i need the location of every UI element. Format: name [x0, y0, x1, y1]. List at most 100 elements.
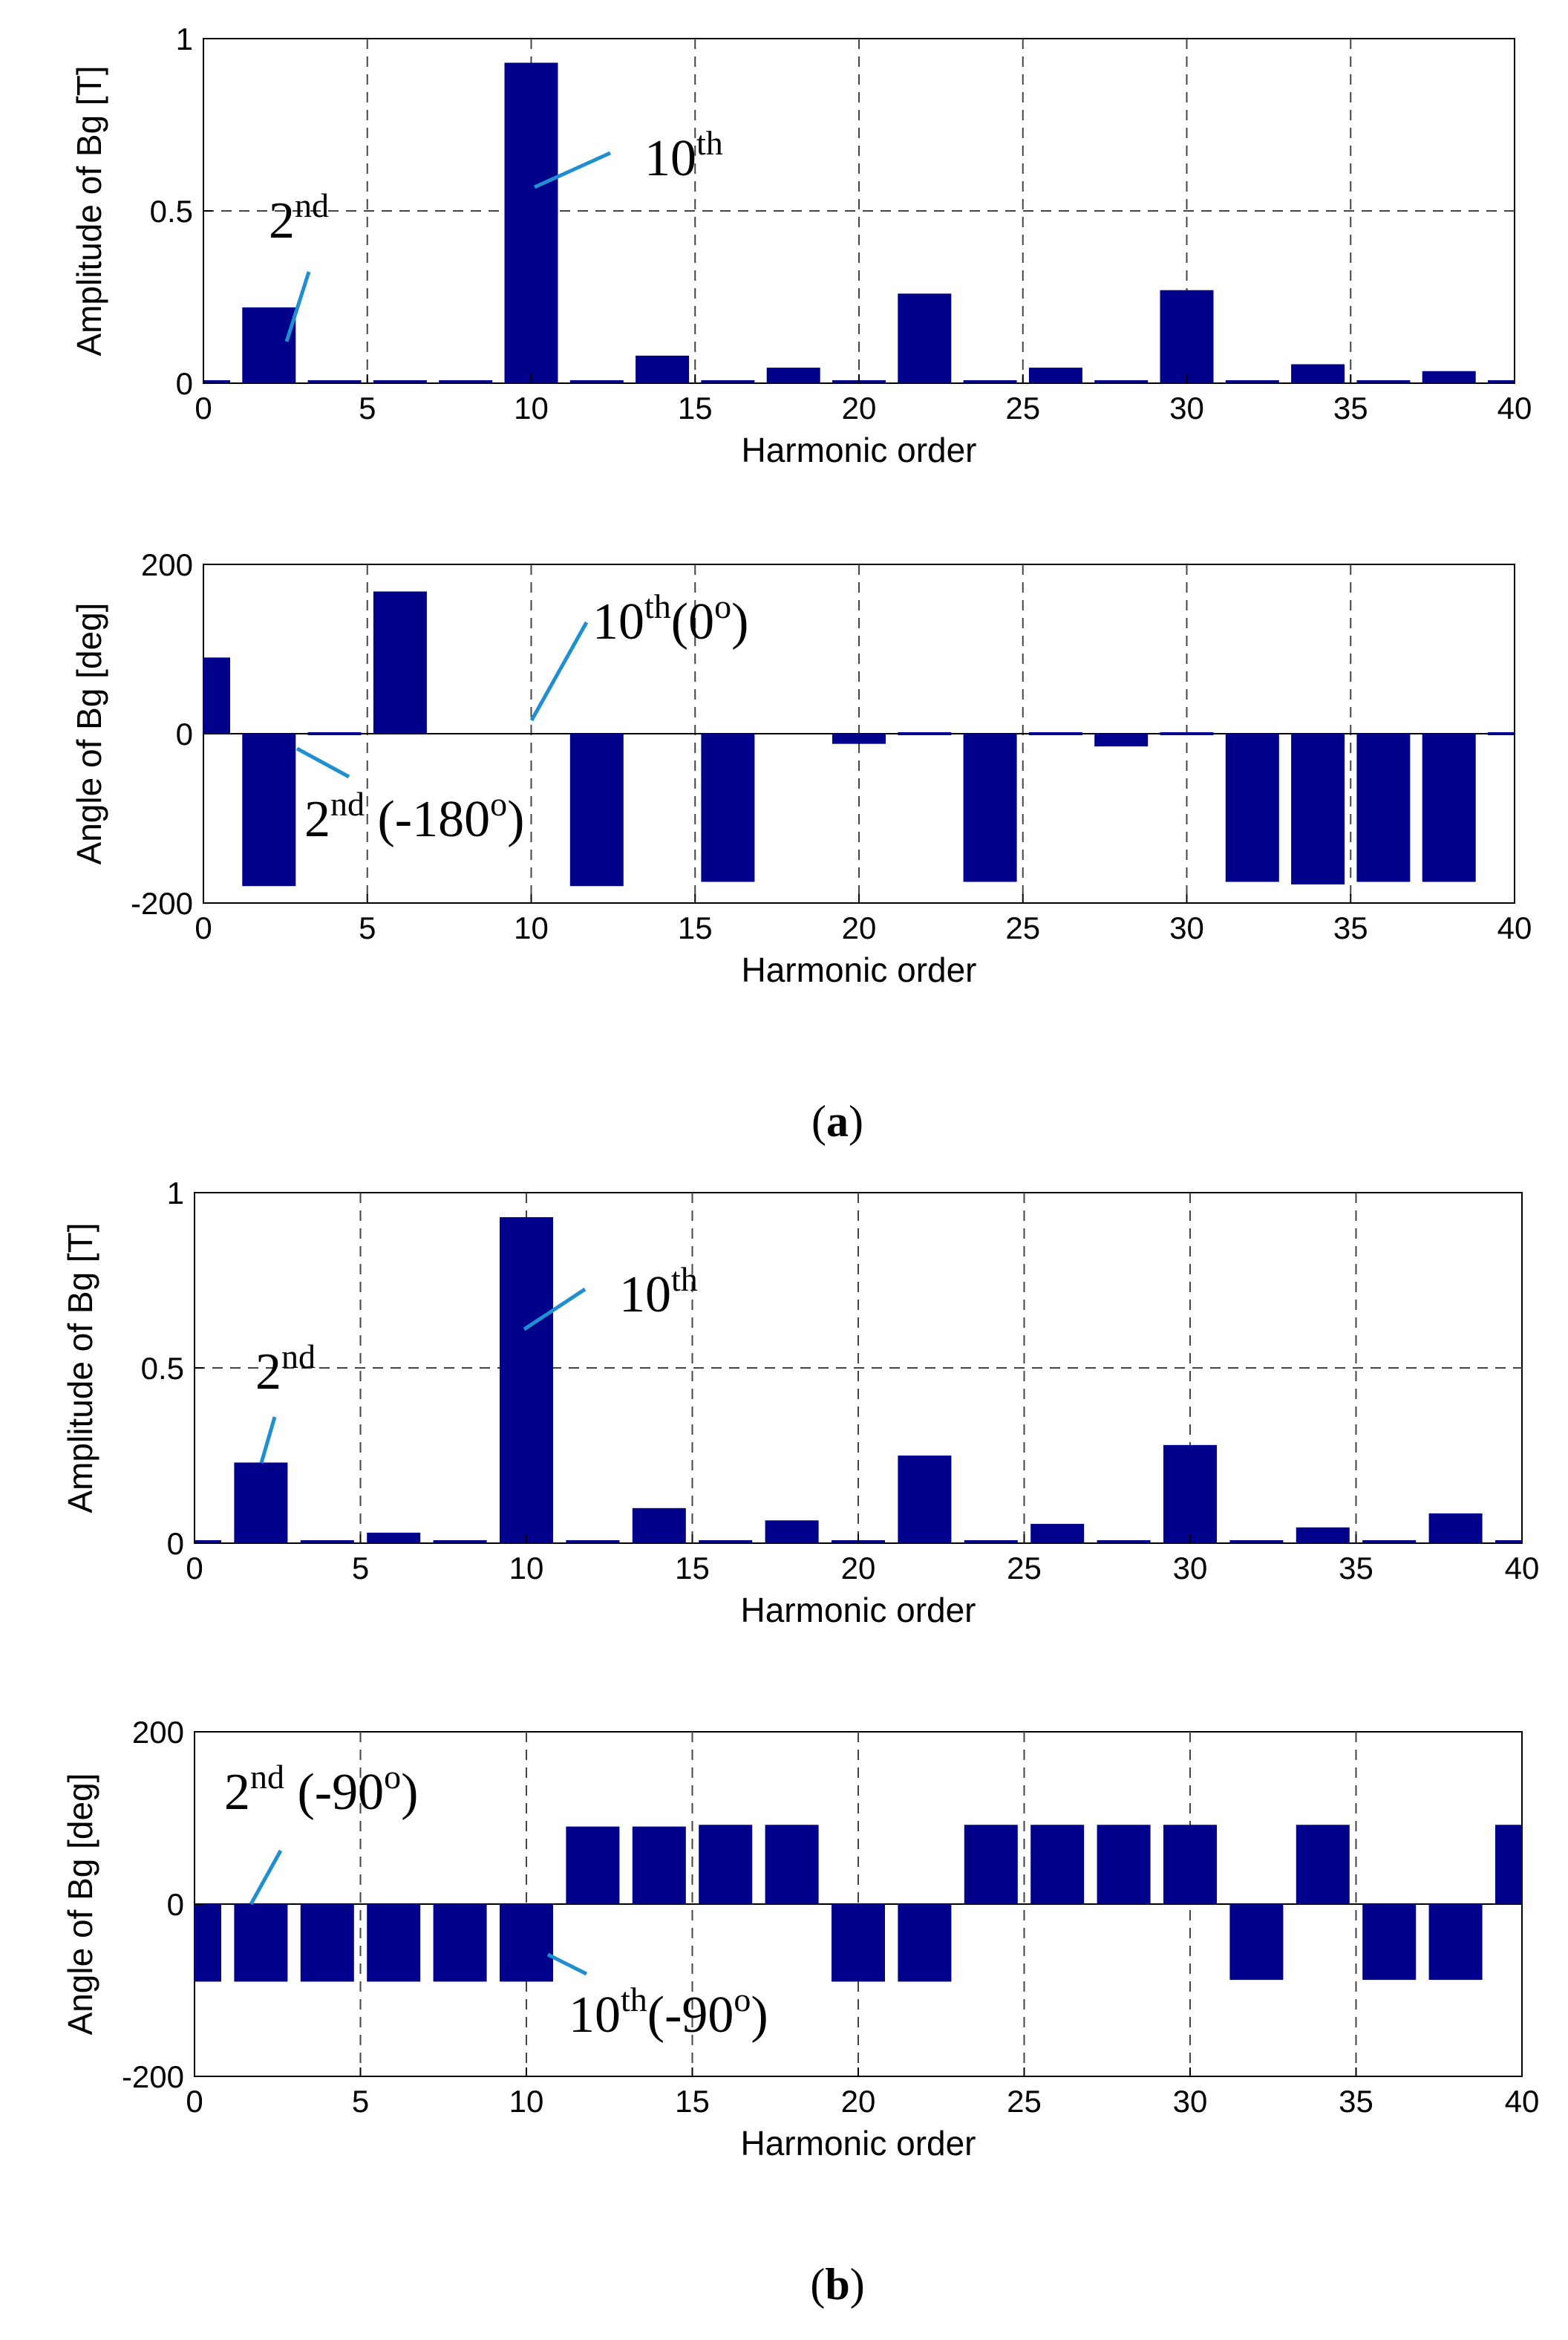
x-tick-label: 15: [675, 1551, 710, 1585]
annotation-pointer-b-ang-10th: [546, 1952, 588, 1976]
x-tick-label: 30: [1173, 2084, 1208, 2119]
bar-h40: [1488, 732, 1515, 735]
annotation-pointer-a-amp-2nd: [284, 271, 311, 342]
bar-h14: [632, 1508, 686, 1543]
bar-h32: [1225, 380, 1279, 383]
bar-h4: [300, 1540, 354, 1543]
x-tick-label: 40: [1497, 910, 1532, 945]
x-tick-label: 25: [1005, 910, 1040, 945]
bar-h0: [195, 1904, 221, 1982]
bar-h10: [504, 62, 558, 383]
bar-h34: [1296, 1527, 1350, 1543]
annotation-a-amp-10th: 10th: [644, 124, 723, 187]
annotation-a-ang-2nd: 2nd (-180o): [304, 785, 524, 848]
bar-h14: [636, 355, 690, 383]
x-tick-label: 10: [514, 910, 549, 945]
x-tick-label: 25: [1007, 1551, 1042, 1585]
bar-h10: [500, 1904, 553, 1982]
x-tick-label: 5: [359, 910, 376, 945]
bar-h24: [964, 1825, 1018, 1904]
x-tick-label: 10: [509, 2084, 544, 2119]
x-tick-label: 20: [841, 2084, 876, 2119]
bar-h10: [500, 1217, 553, 1543]
x-tick-label: 0: [186, 2084, 203, 2119]
y-axis-title: Amplitude of Bg [T]: [70, 65, 108, 356]
bar-h28: [1094, 380, 1149, 383]
x-tick-label: 0: [195, 391, 212, 426]
x-tick-label: 40: [1505, 1551, 1540, 1585]
x-tick-label: 5: [359, 391, 376, 426]
bar-h24: [964, 1540, 1018, 1543]
annotation-pointer-b-ang-2nd: [249, 1849, 283, 1906]
bar-h4: [300, 1904, 354, 1982]
panel-b-amplitude: 0 5 10 15 20 25 30 35 40 0 0.5 1 Harmonic order Ampli…: [61, 1176, 1539, 1629]
bar-h26: [1028, 368, 1082, 383]
x-tick-label: 15: [678, 391, 713, 426]
bar-h22: [898, 1904, 952, 1982]
bar-h20: [832, 734, 886, 744]
bar-h38: [1428, 1513, 1483, 1543]
bar-h18: [766, 368, 820, 383]
bar-h24: [963, 380, 1017, 383]
annotation-pointer-a-ang-2nd: [295, 746, 350, 779]
x-axis-title: Harmonic order: [742, 951, 977, 989]
bar-h0: [203, 380, 230, 383]
bar-h8: [433, 1540, 487, 1543]
bar-h36: [1362, 1904, 1417, 1981]
bar-h0: [195, 1540, 221, 1543]
x-tick-label: 30: [1169, 910, 1204, 945]
annotation-b-ang-10th: 10th(-90o): [569, 1981, 768, 2044]
bar-h26: [1030, 1524, 1085, 1543]
x-tick-label: 0: [195, 910, 212, 945]
bar-h6: [373, 380, 427, 383]
y-tick-label: 0.5: [150, 194, 193, 229]
x-tick-label: 35: [1333, 391, 1368, 426]
y-tick-label: 0.5: [141, 1351, 184, 1386]
x-tick-label: 5: [352, 2084, 369, 2119]
bar-h22: [898, 293, 952, 383]
bar-h30: [1163, 1444, 1217, 1543]
x-tick-label: 40: [1497, 391, 1532, 426]
bar-h26: [1028, 732, 1082, 735]
x-tick-label: 30: [1173, 1551, 1208, 1585]
y-tick-label: 200: [132, 1715, 184, 1750]
bar-h2: [234, 1904, 288, 1982]
bar-h28: [1094, 734, 1149, 747]
x-tick-label: 10: [509, 1551, 544, 1585]
annotation-pointer-a-amp-10th: [533, 151, 612, 189]
y-tick-label: 200: [141, 547, 193, 582]
bar-h2: [242, 734, 296, 887]
bar-h12: [569, 380, 624, 383]
x-tick-label: 35: [1333, 910, 1368, 945]
bar-h30: [1163, 1825, 1217, 1904]
bar-h40: [1495, 1540, 1522, 1543]
annotations: 2nd 10th 10th(0o) 2nd (-180o) 2nd 10th 2…: [224, 124, 768, 2044]
bar-h40: [1495, 1825, 1522, 1904]
annotation-a-amp-2nd: 2nd: [269, 186, 329, 250]
bar-h40: [1488, 380, 1515, 383]
x-tick-label: 20: [841, 1551, 876, 1585]
bar-h16: [699, 1825, 753, 1904]
bar-h16: [699, 1540, 753, 1543]
x-tick-label: 15: [678, 910, 713, 945]
annotation-b-amp-10th: 10th: [619, 1260, 698, 1323]
x-axis-title: Harmonic order: [742, 431, 977, 469]
y-axis-title: Angle of Bg [deg]: [70, 603, 108, 865]
bar-h30: [1160, 732, 1214, 735]
bar-h6: [373, 591, 427, 734]
bar-h38: [1428, 1904, 1483, 1981]
caption-a: (a): [811, 1097, 863, 1146]
y-axis-title: Angle of Bg [deg]: [61, 1773, 99, 2036]
bar-h6: [367, 1904, 421, 1982]
x-tick-label: 35: [1339, 1551, 1373, 1585]
bar-h8: [433, 1904, 487, 1982]
y-tick-label: -200: [131, 886, 193, 921]
bar-h16: [701, 380, 755, 383]
panel-a-amplitude: 0 5 10 15 20 25 30 35 40 0 0.5 1 Harmonic order Ampli…: [70, 22, 1532, 469]
bar-h12: [566, 1826, 620, 1904]
x-tick-label: 10: [514, 391, 549, 426]
x-tick-label: 40: [1505, 2084, 1540, 2119]
y-axis-title: Amplitude of Bg [T]: [61, 1222, 99, 1513]
